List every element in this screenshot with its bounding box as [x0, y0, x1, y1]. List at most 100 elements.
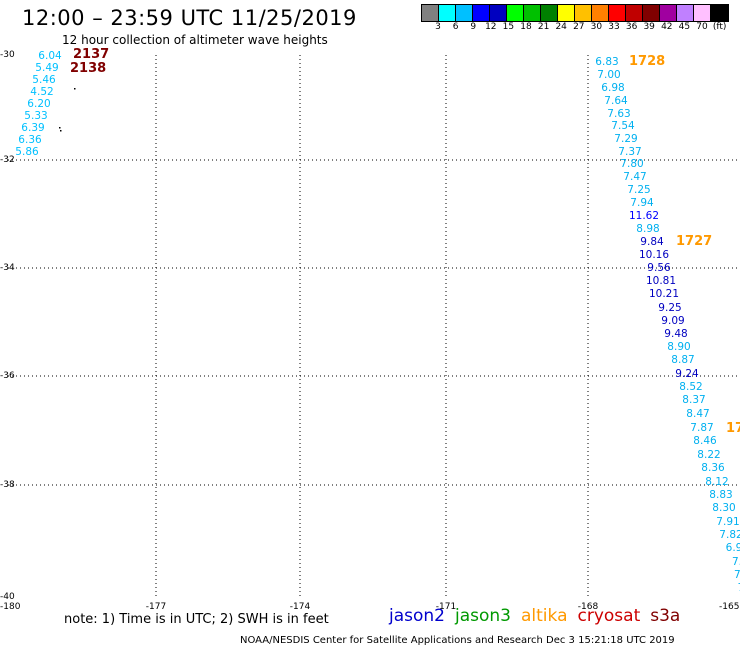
colorbar-tick-label: 39 — [643, 22, 655, 32]
latitude-label: -36 — [0, 371, 15, 381]
track-dot — [74, 88, 76, 90]
colorbar-swatch — [609, 5, 626, 21]
wave-height-value: 7.47 — [623, 171, 647, 183]
wave-height-value: 9.09 — [661, 315, 685, 327]
colorbar-tick-label: 21 — [537, 22, 550, 32]
wave-height-value: 7. — [733, 569, 740, 581]
pass-time-label: 2137 — [73, 47, 110, 62]
wave-height-value: 7.00 — [597, 69, 621, 81]
longitude-label: -174 — [289, 602, 311, 612]
wave-height-value: 8.30 — [712, 502, 736, 514]
wave-height-value: 9.25 — [658, 302, 682, 314]
wave-height-value: 7.29 — [614, 133, 638, 145]
colorbar-tick-label: 24 — [555, 22, 567, 32]
wave-height-value: 9.48 — [664, 328, 688, 340]
colorbar-swatch — [626, 5, 643, 21]
latitude-label: -34 — [0, 263, 15, 273]
colorbar-tick-label: 30 — [590, 22, 603, 32]
track-dot — [60, 130, 62, 132]
colorbar-swatch — [558, 5, 575, 21]
wave-height-value: 7.37 — [618, 146, 642, 158]
longitude-label: -171 — [435, 602, 457, 612]
wave-height-value: 11.62 — [628, 210, 660, 222]
footer-credit: NOAA/NESDIS Center for Satellite Applica… — [240, 635, 675, 646]
colorbar-tick-label: 3 — [435, 22, 441, 32]
legend-item-jason3: jason3 — [455, 606, 511, 626]
legend-item-jason2: jason2 — [389, 606, 445, 626]
latitude-label: -38 — [0, 480, 15, 490]
wave-height-value: 5.46 — [32, 74, 56, 86]
wave-height-value: 6.39 — [21, 122, 45, 134]
wave-height-value: 8.46 — [693, 435, 717, 447]
pass-time-label: 17 — [726, 421, 740, 436]
colorbar-tick-label: 45 — [678, 22, 691, 32]
map-title: 12:00 – 23:59 UTC 11/25/2019 — [22, 6, 357, 30]
colorbar-swatch — [422, 5, 439, 21]
wave-height-value: 7.87 — [690, 422, 714, 434]
pass-time-label: 1728 — [629, 54, 666, 69]
colorbar-swatch — [439, 5, 456, 21]
latitude-label: -40 — [0, 592, 15, 602]
wave-height-value: 6.9 — [725, 542, 740, 554]
wave-height-value: 7.54 — [611, 120, 635, 132]
legend-item-cryosat: cryosat — [577, 606, 641, 626]
pass-time-label: 2138 — [70, 61, 107, 76]
colorbar-swatch — [592, 5, 609, 21]
wave-height-value: 5.49 — [35, 62, 59, 74]
wave-height-value: 8.52 — [679, 381, 703, 393]
wave-height-value: 8.83 — [709, 489, 733, 501]
colorbar-swatch — [507, 5, 524, 21]
wave-height-value: 7.64 — [604, 95, 628, 107]
wave-height-value: 8.22 — [697, 449, 721, 461]
colorbar-swatch — [660, 5, 677, 21]
map-subtitle: 12 hour collection of altimeter wave hei… — [62, 33, 328, 47]
colorbar-swatch — [575, 5, 592, 21]
track-dot — [59, 127, 61, 129]
wave-height-value: 6.83 — [595, 56, 619, 68]
colorbar-tick-label: 6 — [452, 22, 459, 32]
latitude-label: -32 — [0, 155, 15, 165]
colorbar-tick-label: 18 — [520, 22, 532, 32]
colorbar-tick-label: 12 — [485, 22, 497, 32]
colorbar-tick-label: 33 — [608, 22, 620, 32]
wave-height-value: 5.33 — [24, 110, 48, 122]
colorbar-tick-label: 70 — [696, 22, 708, 32]
wave-height-value: 10.81 — [645, 275, 677, 287]
wave-height-value: 8.36 — [701, 462, 725, 474]
wave-height-value: 6.04 — [38, 50, 62, 62]
wave-height-value: 7.25 — [627, 184, 651, 196]
colorbar-tick-label: 42 — [661, 22, 673, 32]
colorbar-swatch — [473, 5, 490, 21]
longitude-label: -165 — [719, 602, 740, 612]
pass-time-label: 1727 — [676, 234, 713, 249]
colorbar-swatch — [541, 5, 558, 21]
colorbar-tick-label: 15 — [502, 22, 515, 32]
wave-height-value: 8.90 — [667, 341, 691, 353]
colorbar-tick-label: 9 — [470, 22, 477, 32]
wave-height-value: 9.24 — [675, 368, 699, 380]
legend-item-s3a: s3a — [650, 606, 681, 626]
wave-height-value: 10.21 — [648, 288, 680, 300]
wave-height-value: 8.87 — [671, 354, 695, 366]
colorbar-swatch — [490, 5, 507, 21]
note-text: note: 1) Time is in UTC; 2) SWH is in fe… — [64, 612, 329, 627]
colorbar-tick-label: 27 — [573, 22, 585, 32]
colorbar-swatch — [711, 5, 728, 21]
longitude-label: -168 — [577, 602, 599, 612]
wave-height-value: 8.47 — [686, 408, 710, 420]
wave-height-value: 5.86 — [15, 146, 39, 158]
colorbar-swatch — [643, 5, 660, 21]
colorbar-swatch — [456, 5, 473, 21]
colorbar-tick-label: 36 — [625, 22, 638, 32]
wave-height-value: 8.12 — [705, 476, 729, 488]
wave-height-value: 10.16 — [638, 249, 670, 261]
wave-height-value: 8.37 — [682, 394, 706, 406]
wave-height-value: 4.52 — [30, 86, 54, 98]
wave-height-colorbar — [421, 4, 729, 22]
colorbar-tick-label: (ft) — [712, 22, 727, 32]
latitude-label: -30 — [0, 50, 15, 60]
wave-height-value: 6.20 — [27, 98, 51, 110]
wave-height-value: 6.98 — [601, 82, 625, 94]
wave-height-value: 7 — [738, 582, 740, 594]
